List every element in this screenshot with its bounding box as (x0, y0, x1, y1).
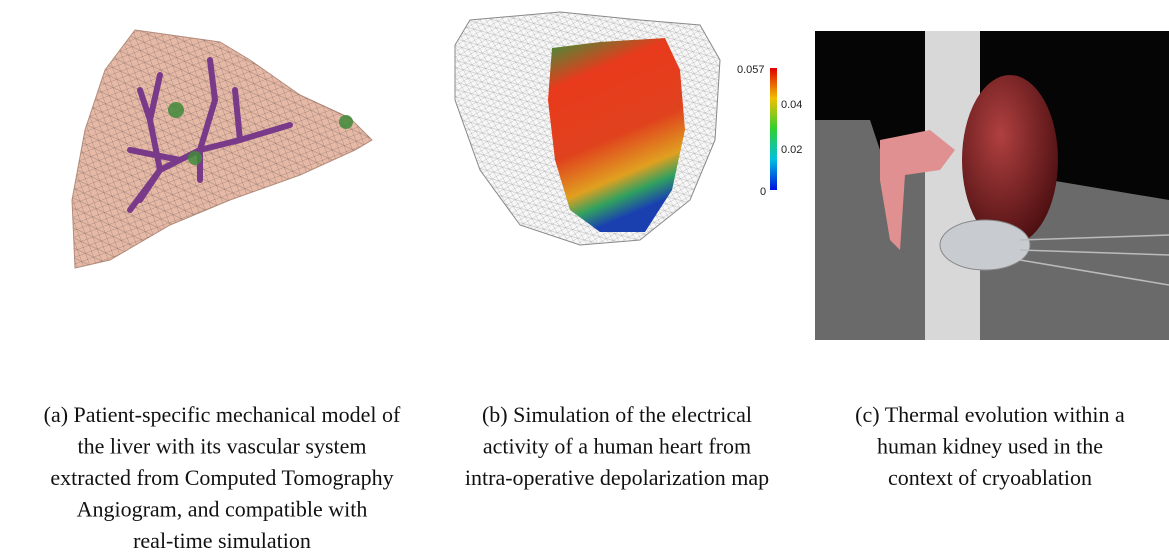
caption-line: human kidney used in the (877, 434, 1103, 459)
colorbar-label: 0.04 (781, 99, 802, 111)
caption-line: real-time simulation (133, 528, 311, 553)
colorbar-label: 0.057 (737, 64, 765, 76)
caption-line: activity of a human heart from (483, 434, 751, 459)
colorbar (770, 68, 777, 190)
heart-image (455, 12, 720, 245)
caption-line: extracted from Computed Tomography (50, 465, 393, 490)
caption-line: (c) Thermal evolution within a (855, 402, 1125, 427)
colorbar-label: 0.02 (781, 144, 802, 156)
liver-image (72, 30, 372, 268)
caption-line: Angiogram, and compatible with (77, 497, 368, 522)
colorbar-label: 0 (760, 186, 766, 198)
caption-line: the liver with its vascular system (78, 434, 367, 459)
caption-line: (b) Simulation of the electrical (482, 402, 752, 427)
caption-line: context of cryoablation (888, 465, 1092, 490)
kidney-image (815, 31, 1169, 340)
caption-line: intra-operative depolarization map (465, 465, 769, 490)
figure: 0.057 0.04 0.02 0 (a) Patient-specific m… (0, 0, 1169, 553)
page: 0.057 0.04 0.02 0 (a) Patient-specific m… (0, 0, 1169, 553)
captions: (a) Patient-specific mechanical model of… (44, 402, 1125, 553)
caption-line: (a) Patient-specific mechanical model of (44, 402, 401, 427)
